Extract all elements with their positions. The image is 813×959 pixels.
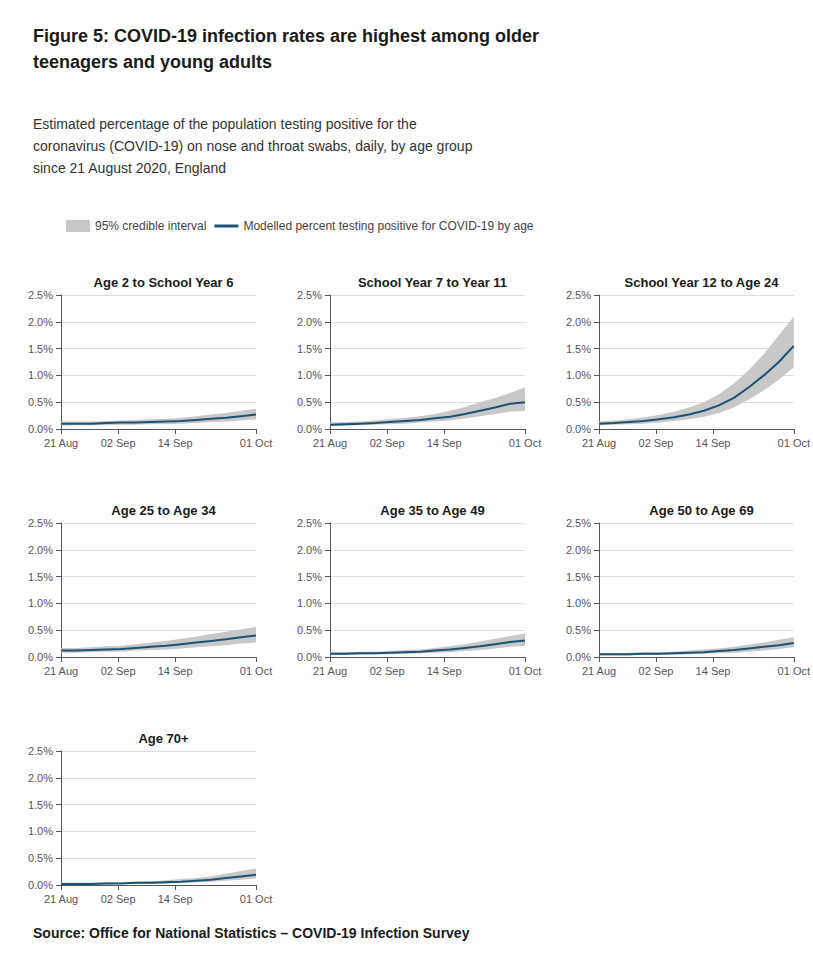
svg-text:1.5%: 1.5% — [297, 571, 322, 583]
svg-text:1.5%: 1.5% — [28, 799, 53, 811]
svg-text:01 Oct: 01 Oct — [240, 437, 272, 449]
svg-text:Source: Office for National St: Source: Office for National Statistics –… — [33, 925, 470, 941]
svg-text:01 Oct: 01 Oct — [240, 893, 272, 905]
svg-text:0.5%: 0.5% — [28, 396, 53, 408]
svg-text:0.0%: 0.0% — [566, 423, 591, 435]
svg-text:14 Sep: 14 Sep — [158, 893, 193, 905]
svg-text:1.0%: 1.0% — [566, 597, 591, 609]
svg-text:0.5%: 0.5% — [566, 624, 591, 636]
svg-text:2.0%: 2.0% — [297, 316, 322, 328]
svg-text:14 Sep: 14 Sep — [427, 665, 462, 677]
svg-text:21 Aug: 21 Aug — [44, 893, 78, 905]
svg-text:0.0%: 0.0% — [28, 879, 53, 891]
svg-text:1.0%: 1.0% — [28, 825, 53, 837]
svg-text:14 Sep: 14 Sep — [696, 665, 731, 677]
svg-text:Modelled percent testing posit: Modelled percent testing positive for CO… — [243, 219, 533, 233]
svg-text:02 Sep: 02 Sep — [101, 665, 136, 677]
svg-text:2.5%: 2.5% — [297, 517, 322, 529]
svg-text:1.0%: 1.0% — [28, 369, 53, 381]
svg-text:02 Sep: 02 Sep — [370, 437, 405, 449]
svg-text:0.0%: 0.0% — [566, 651, 591, 663]
svg-text:0.0%: 0.0% — [28, 423, 53, 435]
svg-text:01 Oct: 01 Oct — [240, 665, 272, 677]
svg-text:95% credible interval: 95% credible interval — [95, 219, 206, 233]
svg-text:02 Sep: 02 Sep — [101, 437, 136, 449]
svg-text:01 Oct: 01 Oct — [778, 665, 810, 677]
svg-text:2.0%: 2.0% — [566, 544, 591, 556]
svg-text:2.0%: 2.0% — [566, 316, 591, 328]
svg-text:0.5%: 0.5% — [28, 624, 53, 636]
svg-text:0.0%: 0.0% — [297, 651, 322, 663]
svg-text:0.5%: 0.5% — [28, 852, 53, 864]
svg-text:1.5%: 1.5% — [28, 571, 53, 583]
svg-text:21 Aug: 21 Aug — [582, 437, 616, 449]
svg-text:01 Oct: 01 Oct — [509, 437, 541, 449]
svg-text:02 Sep: 02 Sep — [639, 665, 674, 677]
svg-text:Estimated percentage of the po: Estimated percentage of the population t… — [33, 116, 417, 132]
svg-text:2.5%: 2.5% — [28, 289, 53, 301]
svg-text:Age 50 to Age 69: Age 50 to Age 69 — [649, 503, 753, 518]
svg-text:2.0%: 2.0% — [28, 544, 53, 556]
svg-text:1.0%: 1.0% — [566, 369, 591, 381]
svg-text:teenagers and young adults: teenagers and young adults — [33, 52, 272, 72]
svg-text:14 Sep: 14 Sep — [696, 437, 731, 449]
svg-text:2.0%: 2.0% — [297, 544, 322, 556]
svg-text:2.5%: 2.5% — [28, 517, 53, 529]
svg-text:0.5%: 0.5% — [566, 396, 591, 408]
svg-text:2.5%: 2.5% — [566, 517, 591, 529]
svg-text:21 Aug: 21 Aug — [44, 665, 78, 677]
svg-text:School Year 12 to Age 24: School Year 12 to Age 24 — [625, 275, 780, 290]
svg-text:0.0%: 0.0% — [297, 423, 322, 435]
svg-text:2.5%: 2.5% — [297, 289, 322, 301]
svg-text:02 Sep: 02 Sep — [101, 893, 136, 905]
svg-text:1.5%: 1.5% — [566, 571, 591, 583]
svg-text:Age 25 to Age 34: Age 25 to Age 34 — [111, 503, 216, 518]
svg-text:14 Sep: 14 Sep — [158, 665, 193, 677]
svg-text:1.5%: 1.5% — [566, 343, 591, 355]
svg-text:1.0%: 1.0% — [28, 597, 53, 609]
svg-text:2.5%: 2.5% — [28, 745, 53, 757]
svg-text:2.0%: 2.0% — [28, 772, 53, 784]
svg-text:21 Aug: 21 Aug — [44, 437, 78, 449]
svg-text:since 21 August 2020, England: since 21 August 2020, England — [33, 160, 226, 176]
svg-text:01 Oct: 01 Oct — [778, 437, 810, 449]
svg-text:0.0%: 0.0% — [28, 651, 53, 663]
svg-text:1.5%: 1.5% — [28, 343, 53, 355]
svg-text:14 Sep: 14 Sep — [427, 437, 462, 449]
svg-text:Age 35 to Age 49: Age 35 to Age 49 — [380, 503, 484, 518]
svg-text:0.5%: 0.5% — [297, 396, 322, 408]
svg-text:Age 2 to School Year 6: Age 2 to School Year 6 — [94, 275, 234, 290]
svg-text:1.5%: 1.5% — [297, 343, 322, 355]
svg-text:coronavirus (COVID-19) on nose: coronavirus (COVID-19) on nose and throa… — [33, 138, 473, 154]
svg-text:02 Sep: 02 Sep — [639, 437, 674, 449]
svg-text:Figure 5: COVID-19 infection r: Figure 5: COVID-19 infection rates are h… — [33, 26, 539, 46]
svg-text:1.0%: 1.0% — [297, 597, 322, 609]
svg-text:Age 70+: Age 70+ — [138, 731, 189, 746]
svg-text:1.0%: 1.0% — [297, 369, 322, 381]
svg-text:02 Sep: 02 Sep — [370, 665, 405, 677]
svg-text:2.5%: 2.5% — [566, 289, 591, 301]
svg-text:01 Oct: 01 Oct — [509, 665, 541, 677]
svg-text:0.5%: 0.5% — [297, 624, 322, 636]
svg-text:School Year 7 to Year 11: School Year 7 to Year 11 — [358, 275, 507, 290]
svg-text:21 Aug: 21 Aug — [582, 665, 616, 677]
svg-text:14 Sep: 14 Sep — [158, 437, 193, 449]
svg-text:2.0%: 2.0% — [28, 316, 53, 328]
svg-text:21 Aug: 21 Aug — [313, 437, 347, 449]
svg-text:21 Aug: 21 Aug — [313, 665, 347, 677]
